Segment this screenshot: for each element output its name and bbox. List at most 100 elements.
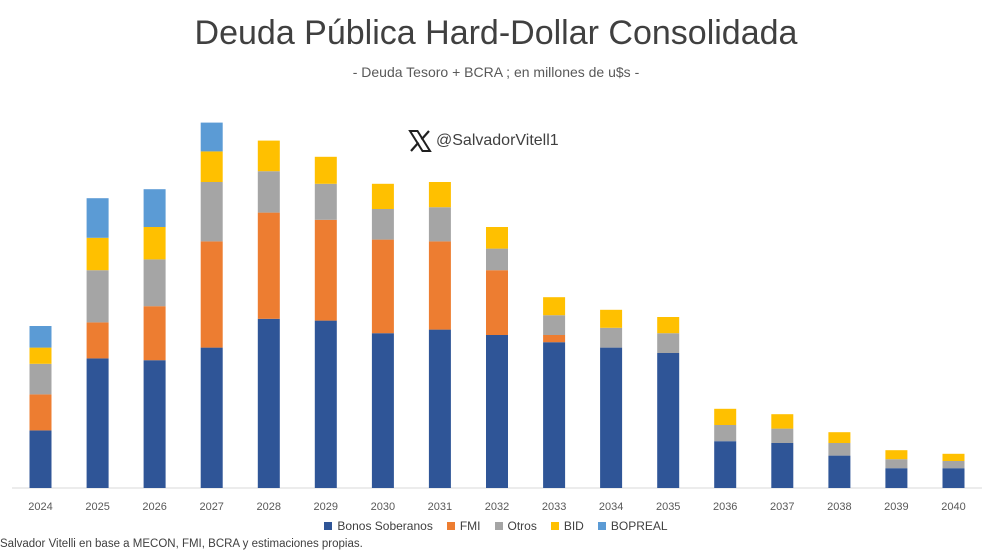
bar-segment-2025-bonos-soberanos (86, 358, 109, 488)
bar-segment-2029-otros (314, 183, 337, 220)
bar-segment-2024-otros (29, 363, 52, 395)
bar-segment-2040-bonos-soberanos (942, 468, 965, 488)
bar-segment-2027-bid (200, 151, 223, 182)
legend-item-fmi: FMI (446, 519, 481, 533)
x-tick-label-2026: 2026 (142, 501, 166, 513)
bar-segment-2028-bid (257, 140, 280, 172)
legend-label-bid: BID (563, 519, 584, 533)
x-tick-label-2034: 2034 (599, 501, 623, 513)
x-tick-label-2030: 2030 (371, 501, 395, 513)
bar-segment-2024-bid (29, 347, 52, 364)
bar-segment-2031-fmi (428, 241, 451, 330)
bar-segment-2033-otros (543, 315, 566, 335)
legend-item-bonos-soberanos: Bonos Soberanos (324, 519, 433, 533)
bar-segment-2032-bonos-soberanos (486, 335, 508, 488)
x-tick-label-2038: 2038 (827, 501, 851, 513)
bar-segment-2026-otros (143, 259, 166, 307)
bar-segment-2031-otros (428, 207, 451, 242)
legend-label-bopreal: BOPREAL (610, 519, 668, 533)
bar-segment-2026-bonos-soberanos (143, 360, 166, 488)
x-tick-label-2032: 2032 (485, 501, 509, 513)
bar-segment-2030-otros (371, 209, 394, 240)
bar-segment-2035-bonos-soberanos (657, 353, 680, 488)
chart-title: Deuda Pública Hard-Dollar Consolidada (194, 14, 798, 52)
source-note: Salvador Vitelli en base a MECON, FMI, B… (0, 538, 363, 550)
bar-segment-2032-fmi (486, 270, 508, 335)
bar-segment-2029-bid (314, 156, 337, 184)
legend-swatch-bonos-soberanos (324, 522, 333, 530)
bar-segment-2030-fmi (371, 239, 394, 334)
x-tick-label-2040: 2040 (941, 501, 965, 513)
bar-segment-2029-fmi (314, 219, 337, 321)
bar-segment-2031-bonos-soberanos (428, 329, 451, 488)
bar-segment-2029-bonos-soberanos (314, 320, 337, 488)
bar-segment-2035-bid (657, 317, 680, 334)
bar-segment-2037-bid (771, 414, 794, 429)
bar-segment-2039-otros (885, 459, 908, 469)
bar-segment-2025-otros (86, 270, 109, 323)
legend-item-bopreal: BOPREAL (597, 519, 668, 533)
bar-segment-2027-bonos-soberanos (200, 347, 223, 488)
bar-segment-2024-fmi (29, 394, 52, 431)
bar-segment-2038-bonos-soberanos (828, 455, 851, 488)
x-tick-label-2039: 2039 (884, 501, 908, 513)
legend-label-otros: Otros (507, 519, 537, 533)
legend-swatch-fmi (446, 522, 455, 530)
x-tick-label-2036: 2036 (713, 501, 737, 513)
x-tick-label-2028: 2028 (257, 501, 281, 513)
x-tick-label-2033: 2033 (542, 501, 566, 513)
x-tick-label-2024: 2024 (28, 501, 52, 513)
legend-swatch-bid (550, 522, 559, 530)
legend-swatch-bopreal (597, 522, 606, 530)
bar-segment-2037-bonos-soberanos (771, 443, 794, 488)
bar-segment-2033-fmi (543, 335, 566, 343)
bar-segment-2039-bonos-soberanos (885, 468, 908, 488)
bar-segment-2024-bonos-soberanos (29, 430, 52, 488)
bar-segment-2030-bid (371, 183, 394, 209)
bar-segment-2034-otros (600, 327, 623, 348)
bar-segment-2039-bid (885, 450, 908, 460)
bar-segment-2034-bonos-soberanos (600, 347, 623, 488)
bar-segment-2032-otros (486, 248, 508, 271)
bar-segment-2036-otros (714, 425, 737, 442)
bar-segment-2025-fmi (86, 322, 109, 359)
bar-segment-2033-bonos-soberanos (543, 342, 566, 488)
legend: Bonos Soberanos FMI Otros BID BOPREAL (0, 519, 992, 533)
x-tick-label-2035: 2035 (656, 501, 680, 513)
bar-segment-2025-bopreal (86, 198, 109, 238)
bar-segment-2028-fmi (257, 212, 280, 319)
x-tick-label-2031: 2031 (428, 501, 452, 513)
bar-segment-2026-fmi (143, 306, 166, 361)
bar-segment-2027-fmi (200, 241, 223, 348)
x-logo-icon (408, 130, 432, 152)
bar-segment-2040-otros (942, 461, 965, 469)
bar-segment-2034-bid (600, 309, 623, 328)
handle-text: @SalvadorVitell1 (436, 132, 559, 149)
bar-segment-2031-bid (428, 182, 451, 208)
bar-segment-2040-bid (942, 453, 965, 461)
legend-item-bid: BID (550, 519, 584, 533)
watermark-handle: @SalvadorVitell1 (408, 130, 559, 152)
x-tick-label-2027: 2027 (199, 501, 223, 513)
bar-segment-2036-bonos-soberanos (714, 441, 737, 488)
x-tick-label-2029: 2029 (314, 501, 338, 513)
legend-label-fmi: FMI (459, 519, 481, 533)
x-tick-label-2025: 2025 (85, 501, 109, 513)
bar-segment-2035-otros (657, 333, 680, 353)
legend-label-bonos-soberanos: Bonos Soberanos (337, 519, 433, 533)
bar-segment-2030-bonos-soberanos (371, 333, 394, 488)
bar-segment-2026-bid (143, 227, 166, 260)
bar-segment-2036-bid (714, 408, 737, 425)
bar-segment-2037-otros (771, 428, 794, 443)
legend-item-otros: Otros (494, 519, 537, 533)
bar-segment-2027-bopreal (200, 122, 223, 152)
legend-swatch-otros (494, 522, 503, 530)
bar-segment-2024-bopreal (29, 326, 52, 348)
bar-segment-2028-bonos-soberanos (257, 318, 280, 488)
bar-segment-2027-otros (200, 182, 223, 242)
bar-segment-2032-bid (486, 227, 508, 249)
bar-segment-2033-bid (543, 297, 566, 316)
bar-segment-2025-bid (86, 237, 109, 271)
x-tick-label-2037: 2037 (770, 501, 794, 513)
